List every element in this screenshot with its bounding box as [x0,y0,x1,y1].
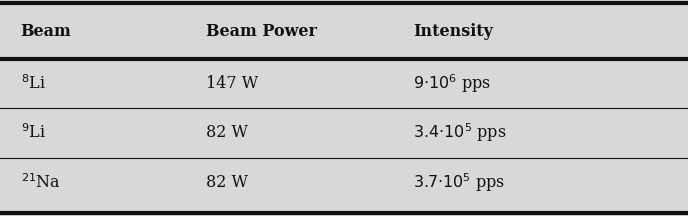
Text: $9{\cdot}10^{6}$ pps: $9{\cdot}10^{6}$ pps [413,72,491,95]
Text: $^{9}$Li: $^{9}$Li [21,124,45,142]
Text: Intensity: Intensity [413,23,493,40]
Text: $3.4{\cdot}10^{5}$ pps: $3.4{\cdot}10^{5}$ pps [413,121,506,144]
Text: 147 W: 147 W [206,75,259,92]
Text: $^{8}$Li: $^{8}$Li [21,74,45,92]
Text: $3.7{\cdot}10^{5}$ pps: $3.7{\cdot}10^{5}$ pps [413,171,505,194]
Text: Beam: Beam [21,23,72,40]
Text: $^{21}$Na: $^{21}$Na [21,173,61,192]
Text: 82 W: 82 W [206,124,248,141]
Text: Beam Power: Beam Power [206,23,317,40]
Text: 82 W: 82 W [206,174,248,191]
